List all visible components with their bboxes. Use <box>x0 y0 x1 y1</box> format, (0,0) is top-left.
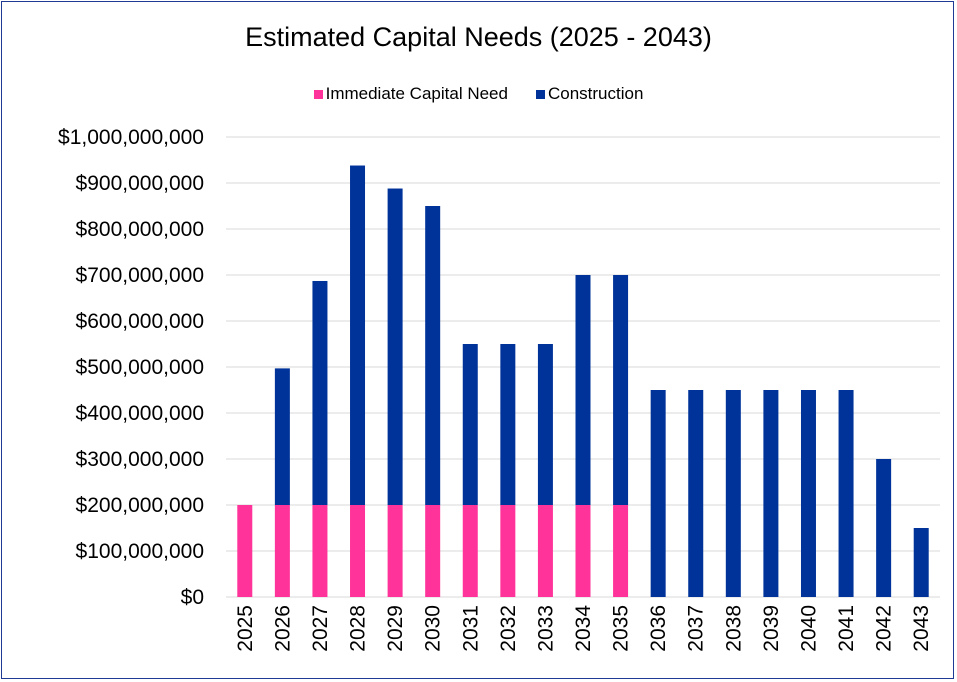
y-tick-label: $200,000,000 <box>76 494 204 517</box>
bar-construction <box>876 459 892 597</box>
bar-immediate-capital-need <box>387 505 403 597</box>
x-tick-label: 2031 <box>459 605 482 652</box>
legend-swatch-construction <box>535 89 545 99</box>
x-tick-label: 2030 <box>422 605 445 652</box>
y-tick-label: $400,000,000 <box>76 402 204 425</box>
bar-construction <box>350 165 366 505</box>
bar-immediate-capital-need <box>237 505 253 597</box>
x-tick-label: 2041 <box>835 605 858 652</box>
y-tick-label: $1,000,000,000 <box>58 126 204 149</box>
x-tick-label: 2040 <box>797 605 820 652</box>
y-tick-label: $100,000,000 <box>76 540 204 563</box>
chart-title: Estimated Capital Needs (2025 - 2043) <box>245 22 712 52</box>
bar-construction <box>462 344 478 505</box>
legend-item-construction: Construction <box>535 84 644 104</box>
x-tick-label: 2037 <box>685 605 708 652</box>
y-tick-label: $700,000,000 <box>76 264 204 287</box>
x-tick-label: 2032 <box>497 605 520 652</box>
bar-construction <box>913 528 929 597</box>
bar-immediate-capital-need <box>425 505 441 597</box>
y-tick-label: $900,000,000 <box>76 172 204 195</box>
bar-construction <box>425 206 441 505</box>
y-tick-label: $300,000,000 <box>76 448 204 471</box>
legend-label-construction: Construction <box>547 84 644 103</box>
x-tick-label: 2039 <box>760 605 783 652</box>
bar-construction <box>312 280 328 505</box>
bar-construction <box>838 390 854 597</box>
x-tick-label: 2035 <box>610 605 633 652</box>
bar-immediate-capital-need <box>462 505 478 597</box>
bar-construction <box>763 390 779 597</box>
bar-construction <box>387 188 403 505</box>
x-tick-label: 2034 <box>572 605 595 652</box>
bar-immediate-capital-need <box>613 505 629 597</box>
bar-immediate-capital-need <box>537 505 553 597</box>
bar-immediate-capital-need <box>312 505 328 597</box>
x-tick-label: 2033 <box>534 605 557 652</box>
legend-item-immediate: Immediate Capital Need <box>313 84 508 104</box>
chart-legend: Immediate Capital Need Construction <box>0 84 957 104</box>
bar-immediate-capital-need <box>274 505 290 597</box>
bar-construction <box>650 390 666 597</box>
x-tick-label: 2026 <box>271 605 294 652</box>
y-tick-label: $800,000,000 <box>76 218 204 241</box>
bar-immediate-capital-need <box>350 505 366 597</box>
bar-construction <box>688 390 704 597</box>
x-tick-label: 2027 <box>309 605 332 652</box>
x-tick-label: 2028 <box>347 605 370 652</box>
bar-construction <box>274 368 290 505</box>
bar-immediate-capital-need <box>500 505 516 597</box>
x-tick-label: 2038 <box>722 605 745 652</box>
y-tick-label: $0 <box>181 586 204 609</box>
x-tick-label: 2025 <box>234 605 257 652</box>
bar-construction <box>500 344 516 505</box>
bar-construction <box>537 344 553 505</box>
bar-construction <box>575 275 591 505</box>
x-tick-label: 2029 <box>384 605 407 652</box>
x-tick-label: 2043 <box>910 605 933 652</box>
legend-swatch-immediate <box>313 89 323 99</box>
legend-label-immediate: Immediate Capital Need <box>325 84 508 103</box>
y-tick-label: $600,000,000 <box>76 310 204 333</box>
bar-construction <box>725 390 741 597</box>
x-tick-label: 2036 <box>647 605 670 652</box>
bar-immediate-capital-need <box>575 505 591 597</box>
y-tick-label: $500,000,000 <box>76 356 204 379</box>
x-tick-label: 2042 <box>873 605 896 652</box>
bar-construction <box>613 275 629 505</box>
bar-construction <box>800 390 816 597</box>
